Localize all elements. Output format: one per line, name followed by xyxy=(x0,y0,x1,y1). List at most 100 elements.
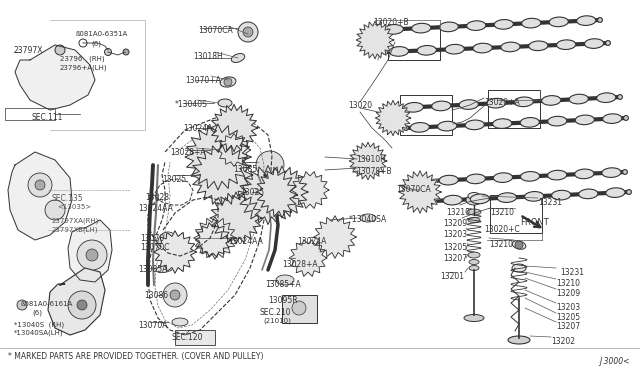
Circle shape xyxy=(208,147,228,167)
Bar xyxy=(400,95,452,135)
Ellipse shape xyxy=(220,77,236,87)
Ellipse shape xyxy=(548,116,567,126)
Ellipse shape xyxy=(466,195,482,205)
Ellipse shape xyxy=(602,168,621,177)
Ellipse shape xyxy=(465,120,484,130)
Text: 13024A: 13024A xyxy=(297,237,326,246)
Circle shape xyxy=(227,121,241,135)
Text: SEC.111: SEC.111 xyxy=(32,113,63,122)
Text: 13018H: 13018H xyxy=(193,52,223,61)
Circle shape xyxy=(412,184,428,200)
Ellipse shape xyxy=(412,23,431,33)
Ellipse shape xyxy=(522,18,541,28)
Circle shape xyxy=(228,210,244,226)
Text: 13231: 13231 xyxy=(538,198,562,207)
Ellipse shape xyxy=(520,118,540,127)
Text: 13205: 13205 xyxy=(556,313,580,322)
Text: 13210: 13210 xyxy=(489,240,513,249)
Circle shape xyxy=(213,166,231,184)
Text: 13086: 13086 xyxy=(144,291,168,300)
Polygon shape xyxy=(291,171,329,208)
Circle shape xyxy=(256,151,284,179)
Text: 13024A: 13024A xyxy=(183,124,212,133)
Ellipse shape xyxy=(508,336,530,344)
Text: 13028: 13028 xyxy=(145,193,169,202)
Text: SEC.135: SEC.135 xyxy=(52,194,84,203)
Text: *13040S  (RH): *13040S (RH) xyxy=(14,321,64,327)
Circle shape xyxy=(387,111,400,125)
Text: 13095R: 13095R xyxy=(268,296,298,305)
Text: 13078+B: 13078+B xyxy=(356,167,392,176)
Polygon shape xyxy=(211,105,258,152)
Text: 13203: 13203 xyxy=(556,303,580,312)
Ellipse shape xyxy=(577,16,596,25)
Text: 23797X: 23797X xyxy=(14,46,44,55)
Text: 23797XB(LH): 23797XB(LH) xyxy=(52,226,99,232)
Ellipse shape xyxy=(512,241,526,249)
Circle shape xyxy=(303,183,317,197)
Polygon shape xyxy=(8,152,72,240)
Text: 13201: 13201 xyxy=(440,272,464,281)
Circle shape xyxy=(301,251,316,265)
Circle shape xyxy=(205,144,230,170)
Ellipse shape xyxy=(514,97,533,107)
Text: 13020+B: 13020+B xyxy=(373,18,408,27)
Bar xyxy=(490,195,542,233)
Circle shape xyxy=(618,94,622,99)
Ellipse shape xyxy=(494,20,513,29)
Bar xyxy=(488,90,540,128)
Ellipse shape xyxy=(468,218,480,222)
Circle shape xyxy=(305,255,311,261)
Circle shape xyxy=(307,187,313,193)
Circle shape xyxy=(388,113,398,123)
Ellipse shape xyxy=(529,41,548,51)
Circle shape xyxy=(217,170,227,180)
Polygon shape xyxy=(349,142,387,180)
Circle shape xyxy=(390,115,396,121)
Ellipse shape xyxy=(557,40,576,49)
Text: 13210: 13210 xyxy=(556,279,580,288)
Circle shape xyxy=(404,126,408,131)
Ellipse shape xyxy=(470,194,490,204)
Text: 13070: 13070 xyxy=(140,234,164,243)
Text: * MARKED PARTS ARE PROVIDED TOGETHER. (COVER AND PULLEY): * MARKED PARTS ARE PROVIDED TOGETHER. (C… xyxy=(8,353,264,362)
Text: 13209: 13209 xyxy=(443,219,467,228)
Text: 13070CA: 13070CA xyxy=(396,185,431,194)
Ellipse shape xyxy=(218,99,232,107)
Ellipse shape xyxy=(501,42,520,52)
Ellipse shape xyxy=(469,266,479,270)
Ellipse shape xyxy=(464,314,484,321)
Circle shape xyxy=(123,49,129,55)
Circle shape xyxy=(211,234,219,241)
Text: 23796   (RH): 23796 (RH) xyxy=(60,55,104,61)
Circle shape xyxy=(210,237,216,243)
Polygon shape xyxy=(194,217,236,259)
Ellipse shape xyxy=(548,170,567,180)
Text: 23797XA(RH): 23797XA(RH) xyxy=(52,217,99,224)
Circle shape xyxy=(417,188,424,196)
Circle shape xyxy=(228,144,240,156)
Circle shape xyxy=(383,49,387,54)
Text: (6): (6) xyxy=(91,40,101,46)
Polygon shape xyxy=(210,192,262,244)
Polygon shape xyxy=(399,171,441,213)
Ellipse shape xyxy=(417,45,436,55)
Circle shape xyxy=(206,233,220,247)
Ellipse shape xyxy=(584,39,604,48)
Polygon shape xyxy=(48,268,105,335)
Ellipse shape xyxy=(606,188,625,198)
Text: SEC.120: SEC.120 xyxy=(172,333,204,342)
Ellipse shape xyxy=(520,171,540,181)
Text: 13024AA: 13024AA xyxy=(228,237,263,246)
Circle shape xyxy=(292,301,306,315)
Text: 13070+A: 13070+A xyxy=(185,76,221,85)
Circle shape xyxy=(515,241,523,249)
Circle shape xyxy=(623,170,627,174)
Text: 13025: 13025 xyxy=(162,175,186,184)
Circle shape xyxy=(397,106,403,110)
Text: ß081A0-6351A: ß081A0-6351A xyxy=(75,31,127,37)
Bar xyxy=(388,28,440,60)
Ellipse shape xyxy=(443,195,462,205)
Circle shape xyxy=(238,22,258,42)
Bar xyxy=(282,295,317,323)
